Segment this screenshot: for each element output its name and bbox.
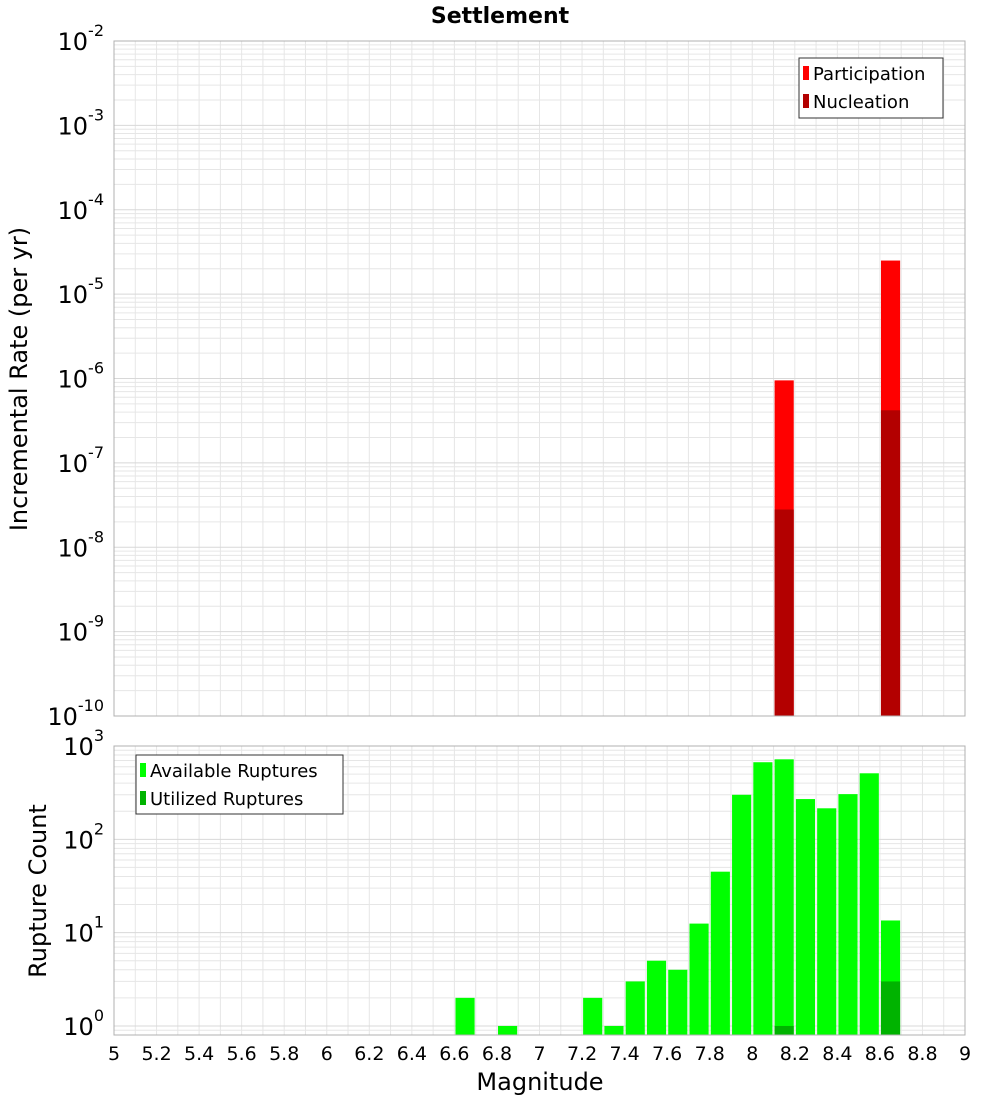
rate-y-tick-label: 10-10 xyxy=(47,696,104,731)
rate-y-tick-label: 10-6 xyxy=(58,359,105,394)
count-y-tick-label: 103 xyxy=(63,726,104,761)
count-bar-available xyxy=(604,1025,624,1035)
legend-swatch-nucleation xyxy=(803,94,809,108)
count-y-ticks: 100 101 102 103 xyxy=(63,726,104,1041)
count-bar-available xyxy=(498,1025,518,1035)
rate-y-tick-label: 10-7 xyxy=(58,443,105,478)
legend-swatch-participation xyxy=(803,66,809,80)
count-bar-available xyxy=(668,969,688,1035)
legend-label-participation: Participation xyxy=(813,64,925,85)
count-y-tick-label: 100 xyxy=(63,1006,104,1041)
count-bar-available xyxy=(646,960,667,1035)
rate-y-tick-label: 10-2 xyxy=(58,21,105,56)
count-y-tick-label: 102 xyxy=(63,819,104,854)
x-tick-label: 7.4 xyxy=(609,1043,639,1065)
count-bar-available xyxy=(583,997,603,1035)
x-tick-label: 6.2 xyxy=(354,1043,384,1065)
rate-legend-box xyxy=(798,57,944,119)
rate-grid xyxy=(114,40,965,717)
rate-bars xyxy=(774,260,901,716)
count-bar-available xyxy=(455,997,475,1035)
x-tick-label: 6 xyxy=(321,1043,333,1065)
count-bar-available xyxy=(689,923,709,1035)
count-plot-frame xyxy=(113,745,966,1036)
count-bar-available xyxy=(625,981,645,1035)
count-bar-available xyxy=(817,808,837,1035)
count-bar-available xyxy=(838,794,858,1035)
rate-y-tick-label: 10-3 xyxy=(58,105,105,140)
count-bar-utilized xyxy=(774,1025,794,1035)
x-tick-label: 9 xyxy=(959,1043,971,1065)
count-y-tick-label: 101 xyxy=(63,913,104,948)
x-tick-label: 6.6 xyxy=(439,1043,469,1065)
x-tick-label: 7.8 xyxy=(695,1043,725,1065)
x-tick-label: 5.4 xyxy=(184,1043,214,1065)
rate-bar-nucleation xyxy=(774,509,794,716)
x-tick-label: 8 xyxy=(746,1043,758,1065)
count-bar-available xyxy=(753,762,773,1035)
rate-y-tick-label: 10-8 xyxy=(58,527,105,562)
x-tick-label: 5 xyxy=(108,1043,120,1065)
rate-y-tick-label: 10-5 xyxy=(58,274,105,309)
count-bar-utilized xyxy=(880,981,901,1035)
legend-label-utilized: Utilized Ruptures xyxy=(150,789,303,810)
count-bar-available xyxy=(710,871,730,1035)
count-legend-box xyxy=(135,754,344,815)
legend-label-nucleation: Nucleation xyxy=(813,92,909,113)
count-bars xyxy=(455,759,901,1035)
x-tick-label: 7.2 xyxy=(567,1043,597,1065)
x-axis-title: Magnitude xyxy=(476,1068,603,1096)
rate-y-axis-title: Incremental Rate (per yr) xyxy=(5,227,33,531)
legend-label-available: Available Ruptures xyxy=(150,761,318,782)
rate-y-tick-label: 10-9 xyxy=(58,612,105,647)
x-tick-label: 6.8 xyxy=(482,1043,512,1065)
rate-legend: Participation Nucleation xyxy=(798,57,944,119)
x-tick-label: 6.4 xyxy=(397,1043,427,1065)
rate-y-ticks: 10-10 10-9 10-8 10-7 10-6 10-5 10-4 10-3 10-2 xyxy=(47,21,104,731)
count-panel: 100 101 102 103 5 5.2 5.4 5.6 5.8 6 6.2 6.4 6.6 6.8 7… xyxy=(24,726,971,1096)
x-tick-label: 7 xyxy=(533,1043,545,1065)
legend-swatch-utilized xyxy=(140,791,146,805)
count-x-ticks: 5 5.2 5.4 5.6 5.8 6 6.2 6.4 6.6 6.8 7 7.2 7.4 7.6 7.8 8… xyxy=(108,1043,971,1065)
x-tick-label: 8.2 xyxy=(780,1043,810,1065)
x-tick-label: 5.6 xyxy=(227,1043,257,1065)
x-tick-label: 7.6 xyxy=(652,1043,682,1065)
x-tick-label: 8.6 xyxy=(865,1043,895,1065)
x-tick-label: 5.2 xyxy=(141,1043,171,1065)
count-y-axis-title: Rupture Count xyxy=(24,804,52,978)
count-bar-available xyxy=(795,799,816,1035)
x-tick-label: 5.8 xyxy=(269,1043,299,1065)
rate-bar-nucleation xyxy=(880,410,901,716)
count-bar-available xyxy=(859,773,879,1035)
x-tick-label: 8.8 xyxy=(907,1043,937,1065)
count-legend: Available Ruptures Utilized Ruptures xyxy=(135,754,344,815)
chart-title: Settlement xyxy=(431,4,570,29)
rate-y-tick-label: 10-4 xyxy=(58,190,105,225)
x-tick-label: 8.4 xyxy=(822,1043,852,1065)
rate-panel: 10-10 10-9 10-8 10-7 10-6 10-5 10-4 10-3 10-2 In… xyxy=(5,21,966,731)
rate-plot-frame xyxy=(113,40,966,717)
count-bar-available xyxy=(774,759,794,1035)
count-bar-available xyxy=(732,794,752,1035)
legend-swatch-available xyxy=(140,763,146,777)
